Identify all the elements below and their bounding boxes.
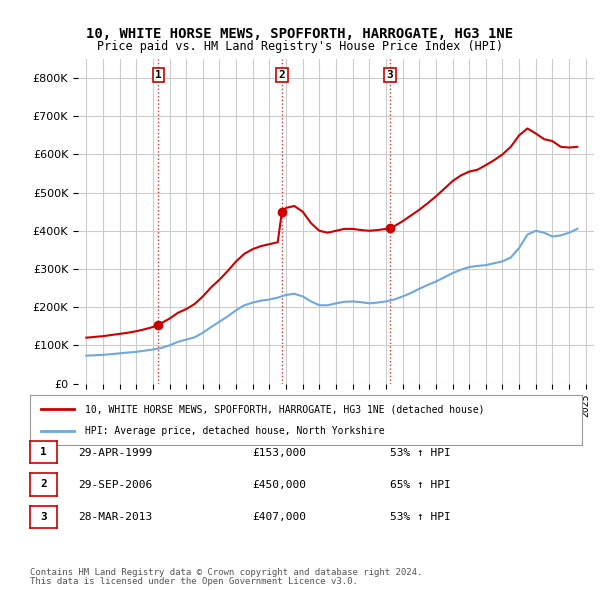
Text: 1: 1	[155, 70, 162, 80]
Text: 28-MAR-2013: 28-MAR-2013	[78, 513, 152, 522]
Text: 2: 2	[278, 70, 285, 80]
Text: 3: 3	[40, 512, 47, 522]
Text: Contains HM Land Registry data © Crown copyright and database right 2024.: Contains HM Land Registry data © Crown c…	[30, 568, 422, 577]
Text: 10, WHITE HORSE MEWS, SPOFFORTH, HARROGATE, HG3 1NE (detached house): 10, WHITE HORSE MEWS, SPOFFORTH, HARROGA…	[85, 404, 485, 414]
Text: 1: 1	[40, 447, 47, 457]
Text: Price paid vs. HM Land Registry's House Price Index (HPI): Price paid vs. HM Land Registry's House …	[97, 40, 503, 53]
Text: 29-SEP-2006: 29-SEP-2006	[78, 480, 152, 490]
Text: 2: 2	[40, 480, 47, 489]
Text: £153,000: £153,000	[252, 448, 306, 457]
Text: £407,000: £407,000	[252, 513, 306, 522]
Text: 29-APR-1999: 29-APR-1999	[78, 448, 152, 457]
Text: HPI: Average price, detached house, North Yorkshire: HPI: Average price, detached house, Nort…	[85, 427, 385, 437]
Text: 53% ↑ HPI: 53% ↑ HPI	[390, 513, 451, 522]
Text: 65% ↑ HPI: 65% ↑ HPI	[390, 480, 451, 490]
Text: 53% ↑ HPI: 53% ↑ HPI	[390, 448, 451, 457]
Text: £450,000: £450,000	[252, 480, 306, 490]
Text: This data is licensed under the Open Government Licence v3.0.: This data is licensed under the Open Gov…	[30, 577, 358, 586]
Text: 10, WHITE HORSE MEWS, SPOFFORTH, HARROGATE, HG3 1NE: 10, WHITE HORSE MEWS, SPOFFORTH, HARROGA…	[86, 27, 514, 41]
Text: 3: 3	[387, 70, 394, 80]
